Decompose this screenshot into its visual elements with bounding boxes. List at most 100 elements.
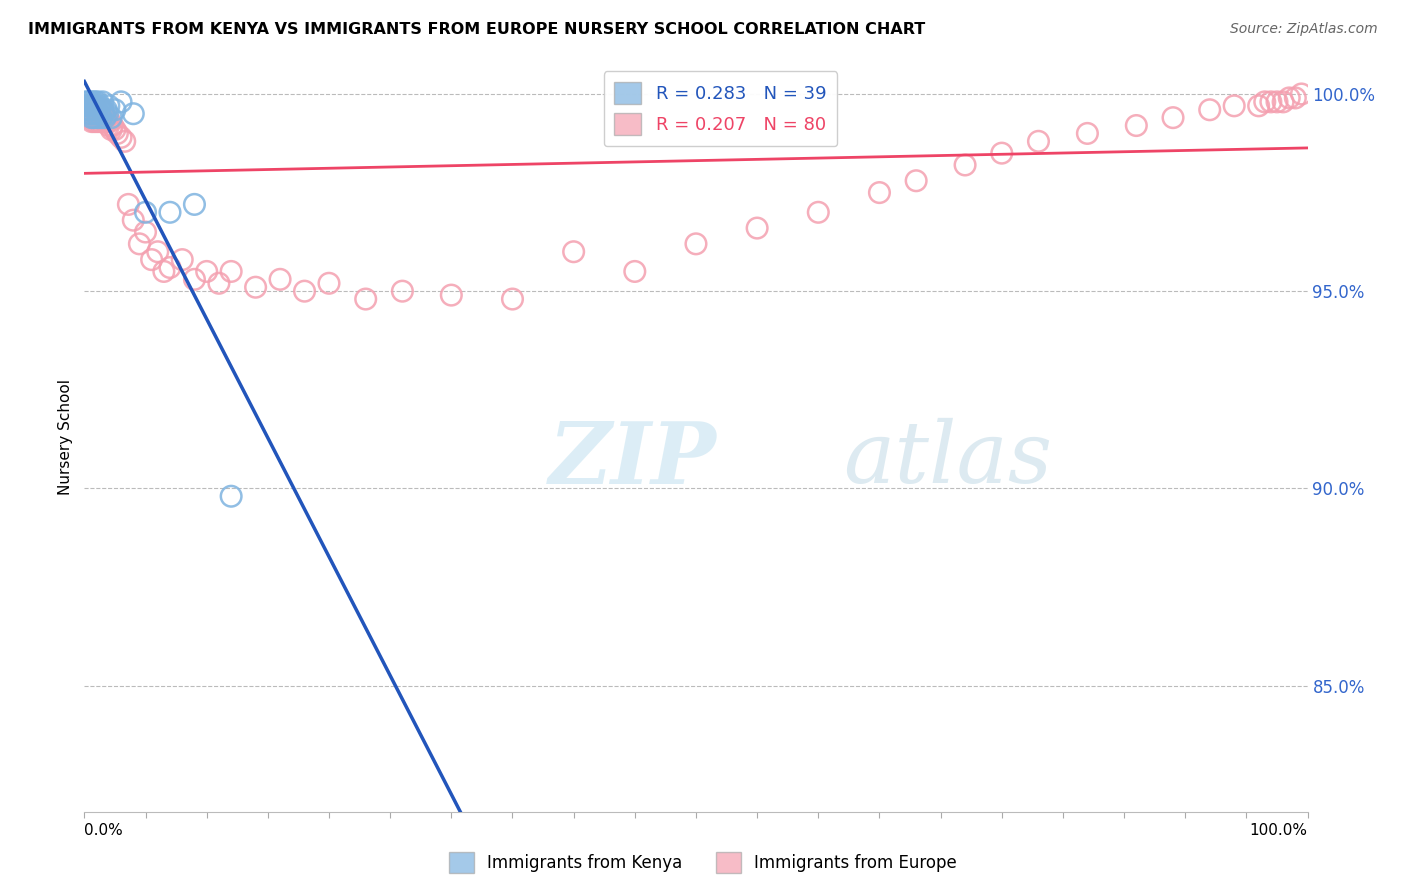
Legend: R = 0.283   N = 39, R = 0.207   N = 80: R = 0.283 N = 39, R = 0.207 N = 80 [603,71,838,146]
Point [953,158,976,172]
Point [77,95,100,109]
Point [82,99,104,113]
Point [79,103,101,117]
Point [77,111,100,125]
Point [80,103,103,117]
Point [1254,95,1277,109]
Text: IMMIGRANTS FROM KENYA VS IMMIGRANTS FROM EUROPE NURSERY SCHOOL CORRELATION CHART: IMMIGRANTS FROM KENYA VS IMMIGRANTS FROM… [28,22,925,37]
Point [172,252,194,267]
Point [96,103,118,117]
Point [562,244,585,259]
Point [807,205,830,219]
Point [89,103,111,117]
Point [84,95,107,109]
Point [747,221,769,235]
Point [1265,95,1288,109]
Point [97,99,120,113]
Point [86,114,108,128]
Point [101,119,124,133]
Point [122,106,145,120]
Point [502,292,524,306]
Point [84,111,107,125]
Point [141,252,163,267]
Point [86,99,108,113]
Text: ZIP: ZIP [550,417,717,501]
Point [128,236,150,251]
Point [97,114,120,128]
Point [1028,134,1050,148]
Text: atlas: atlas [842,418,1052,501]
Point [93,111,115,125]
Point [1223,99,1246,113]
Point [75,99,97,113]
Point [195,264,218,278]
Point [1198,103,1220,117]
Point [110,95,132,109]
Point [135,205,157,219]
Point [82,95,104,109]
Point [117,197,139,211]
Point [94,114,117,128]
Point [104,103,127,117]
Point [83,99,105,113]
Point [354,292,377,306]
Point [96,111,118,125]
Point [79,106,101,120]
Point [1284,91,1306,105]
Point [91,95,114,109]
Point [685,236,707,251]
Point [80,99,103,113]
Point [89,111,111,125]
Point [1247,99,1270,113]
Point [87,95,110,109]
Text: 100.0%: 100.0% [1250,823,1308,838]
Point [219,264,242,278]
Y-axis label: Nursery School: Nursery School [58,379,73,495]
Point [905,174,928,188]
Point [84,99,107,113]
Point [83,111,105,125]
Point [82,111,104,125]
Point [294,284,316,298]
Point [869,186,891,200]
Point [1260,95,1282,109]
Point [104,122,127,136]
Point [76,103,98,117]
Point [105,127,128,141]
Point [80,111,103,125]
Point [100,122,122,136]
Point [80,114,103,128]
Point [77,99,100,113]
Point [87,114,110,128]
Point [183,197,205,211]
Point [83,103,105,117]
Point [86,103,108,117]
Point [98,114,121,128]
Point [440,288,463,302]
Point [77,103,100,117]
Point [90,111,112,125]
Point [97,119,120,133]
Point [1272,95,1295,109]
Point [624,264,647,278]
Point [100,111,122,125]
Point [77,103,100,117]
Point [97,106,120,120]
Point [269,272,291,286]
Point [82,106,104,120]
Legend: Immigrants from Kenya, Immigrants from Europe: Immigrants from Kenya, Immigrants from E… [443,846,963,880]
Point [114,134,136,148]
Point [146,244,169,259]
Point [79,95,101,109]
Point [1161,111,1184,125]
Point [1125,119,1147,133]
Point [1291,87,1313,101]
Point [208,277,231,291]
Point [91,103,114,117]
Point [183,272,205,286]
Point [86,106,108,120]
Point [90,114,112,128]
Point [77,106,100,120]
Point [245,280,267,294]
Text: 0.0%: 0.0% [84,823,124,838]
